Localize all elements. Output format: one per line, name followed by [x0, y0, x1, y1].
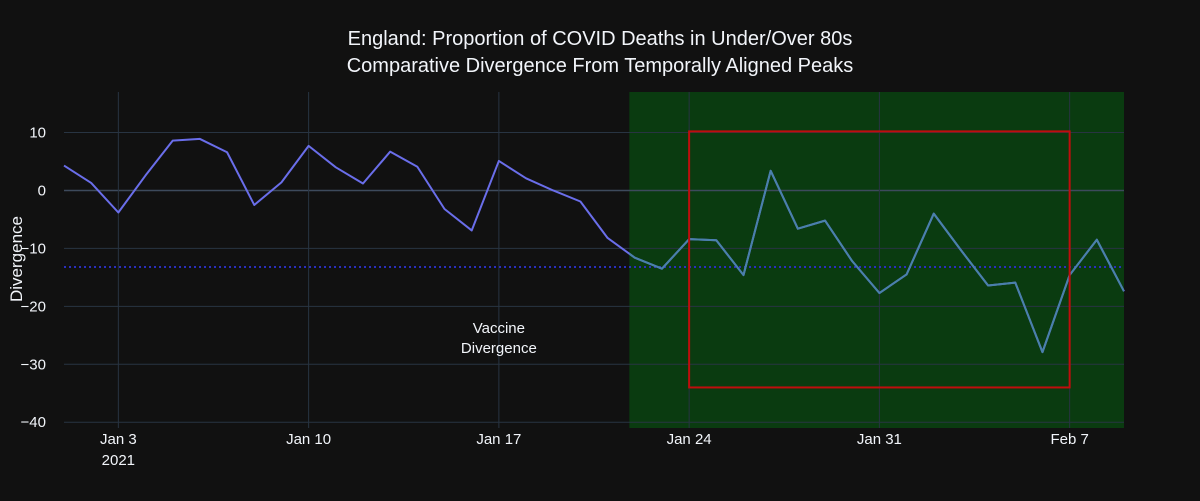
- y-tick-label: 0: [38, 182, 46, 199]
- y-tick-label: −40: [21, 414, 46, 431]
- y-tick-label: 10: [29, 125, 46, 142]
- y-tick-label: −30: [21, 356, 46, 373]
- series-line-shaded: [629, 169, 1124, 354]
- chart-subtitle: Comparative Divergence From Temporally A…: [347, 55, 854, 77]
- x-tick-label: Jan 24: [667, 431, 712, 448]
- x-tick-sublabel: 2021: [102, 452, 135, 469]
- x-tick-label: Jan 17: [476, 431, 521, 448]
- highlight-box: [688, 130, 1071, 389]
- x-tick-label: Jan 31: [857, 431, 902, 448]
- y-axis-label: Divergence: [7, 216, 26, 302]
- y-tick-label: −10: [21, 240, 46, 257]
- x-tick-label: Jan 10: [286, 431, 331, 448]
- x-tick-label: Feb 7: [1050, 431, 1088, 448]
- annotation-vaccine-divergence: Vaccine: [473, 320, 525, 337]
- annotation-vaccine-divergence: Divergence: [461, 340, 537, 357]
- y-tick-label: −20: [21, 298, 46, 315]
- chart-title: England: Proportion of COVID Deaths in U…: [348, 28, 853, 50]
- vaccine-shaded-region: [629, 92, 1124, 428]
- x-tick-label: Jan 3: [100, 431, 137, 448]
